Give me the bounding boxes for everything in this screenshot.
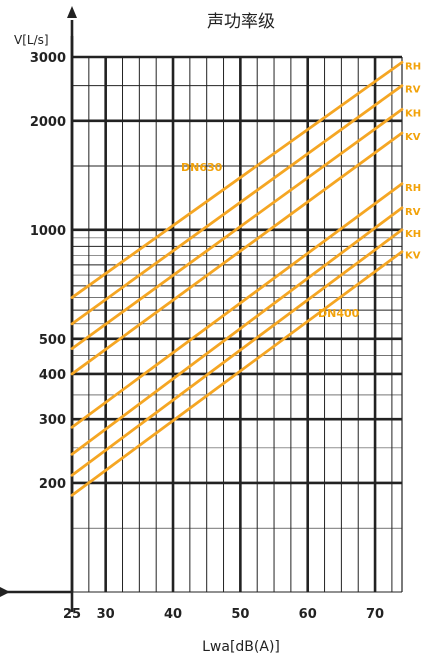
- x-tick-label: 70: [366, 607, 384, 622]
- y-tick-label: 500: [39, 333, 66, 348]
- x-tick-label: 25: [63, 607, 81, 622]
- series-lines: [70, 60, 404, 497]
- series-labels: RH RV KH KV DN630 RH RV KH KV DN400: [181, 61, 421, 320]
- series-label: KV: [405, 251, 421, 262]
- series-line: [70, 250, 404, 497]
- series-line: [70, 131, 404, 376]
- series-label: KV: [405, 132, 421, 143]
- y-tick-label: 2000: [30, 115, 66, 130]
- series-label: RV: [405, 207, 421, 218]
- series-label: KH: [405, 229, 421, 240]
- chart-title: 声功率级: [207, 12, 275, 32]
- series-label: RH: [405, 61, 421, 72]
- x-axis-label: Lwa[dB(A)]: [202, 639, 280, 655]
- series-line: [70, 228, 404, 477]
- series-label: KH: [405, 108, 421, 119]
- series-line: [70, 182, 404, 429]
- x-tick-label: 40: [164, 607, 182, 622]
- series-line: [70, 84, 404, 326]
- series-line: [70, 206, 404, 456]
- y-axis-label: V[L/s]: [14, 33, 49, 47]
- grid: [70, 55, 403, 593]
- series-line: [70, 60, 404, 299]
- axes: [0, 6, 77, 612]
- series-line: [70, 108, 404, 350]
- tick-labels: 25 30 40 50 60 70 200 300 400 500 1000 2000 3000: [30, 51, 384, 622]
- x-tick-label: 30: [97, 607, 115, 622]
- y-axis-arrow: [67, 6, 77, 18]
- group-label: DN400: [318, 307, 360, 320]
- series-label: RV: [405, 85, 421, 96]
- y-tick-label: 3000: [30, 51, 66, 66]
- x-axis-arrow: [0, 587, 10, 597]
- y-tick-label: 1000: [30, 224, 66, 239]
- series-label: RH: [405, 183, 421, 194]
- group-label: DN630: [181, 161, 223, 174]
- y-tick-label: 300: [39, 413, 66, 428]
- y-tick-label: 400: [39, 368, 66, 383]
- x-tick-label: 60: [299, 607, 317, 622]
- x-tick-label: 50: [231, 607, 249, 622]
- y-tick-label: 200: [39, 477, 66, 492]
